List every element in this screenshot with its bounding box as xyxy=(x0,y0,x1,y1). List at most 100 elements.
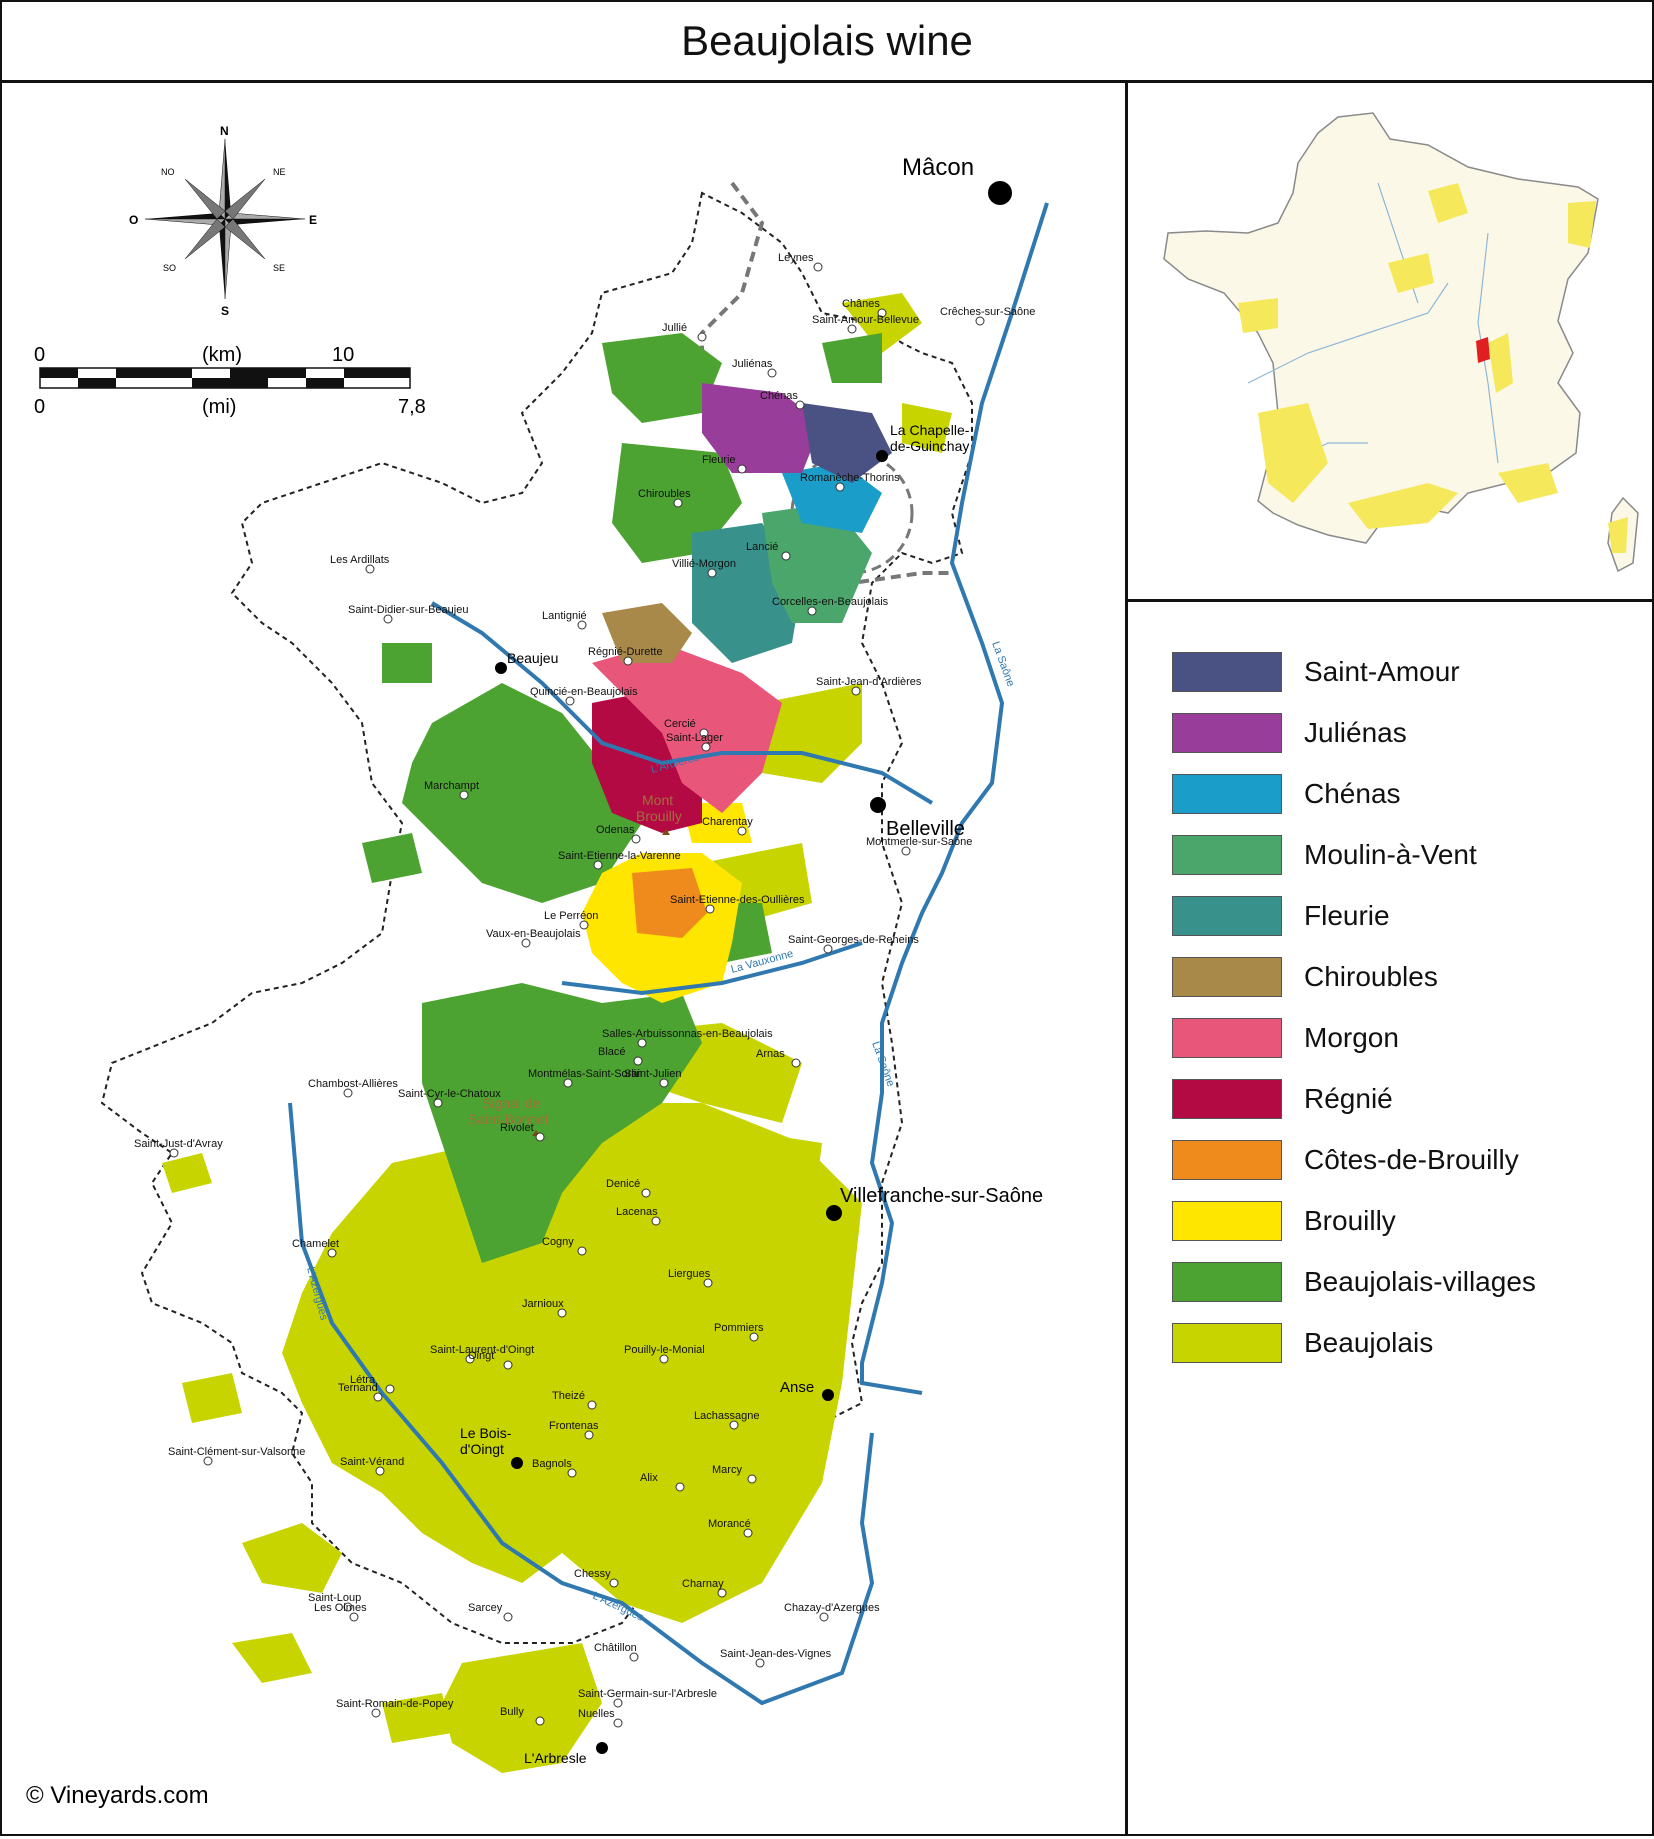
village[interactable]: Saint-Lager xyxy=(666,732,723,752)
village[interactable]: Odenas xyxy=(596,824,641,844)
legend-swatch xyxy=(1172,1201,1282,1241)
village[interactable]: Lantignié xyxy=(542,610,587,630)
village[interactable]: Jullié xyxy=(662,322,707,342)
village[interactable]: Pommiers xyxy=(714,1322,764,1342)
village[interactable]: Denicé xyxy=(606,1178,651,1198)
village[interactable]: Lancié xyxy=(746,541,791,561)
village[interactable]: Les Ardillats xyxy=(330,554,390,574)
village[interactable]: Saint-Romain-de-Popey xyxy=(336,1698,454,1718)
village[interactable]: Saint-Loup xyxy=(308,1592,361,1612)
village[interactable]: Bagnols xyxy=(532,1458,577,1478)
village[interactable]: Chénas xyxy=(760,390,805,410)
village[interactable]: Corcelles-en-Beaujolais xyxy=(772,596,889,616)
village[interactable]: Montmerle-sur-Saône xyxy=(866,836,972,856)
village[interactable]: Régnié-Durette xyxy=(588,646,663,666)
peak-mont-brouilly[interactable]: Mont Brouilly xyxy=(636,792,682,835)
village-label: Saint-Loup xyxy=(308,1592,361,1604)
village[interactable]: Saint-Etienne-des-Oullières xyxy=(670,894,805,914)
village-marker xyxy=(637,1038,647,1048)
village-label: Corcelles-en-Beaujolais xyxy=(772,596,889,608)
village[interactable]: Quincié-en-Beaujolais xyxy=(530,686,638,706)
main-map-panel[interactable]: La Saône La Saône L'Ardières La Vauxonne… xyxy=(2,83,1128,1834)
village[interactable]: Oingt xyxy=(468,1350,513,1370)
village-marker xyxy=(813,262,823,272)
village[interactable]: Marchampt xyxy=(424,780,479,800)
legend-item: Fleurie xyxy=(1172,894,1390,938)
village[interactable]: Arnas xyxy=(756,1048,801,1068)
village[interactable]: Alix xyxy=(640,1472,685,1492)
village[interactable]: Charentay xyxy=(702,816,753,836)
town-anse[interactable]: Anse xyxy=(780,1379,834,1401)
village[interactable]: Létra xyxy=(350,1374,395,1394)
village-marker xyxy=(373,1392,383,1402)
peak-signal-saint-bonnet[interactable]: Signal de Saint-Bonnet xyxy=(468,1095,549,1136)
village[interactable]: Saint-Jean-des-Vignes xyxy=(720,1648,832,1668)
village[interactable]: Theizé xyxy=(552,1390,597,1410)
village[interactable]: Chessy xyxy=(574,1568,619,1588)
village[interactable]: Pouilly-le-Monial xyxy=(624,1344,705,1364)
village[interactable]: Lacenas xyxy=(616,1206,661,1226)
village[interactable]: Jarnioux xyxy=(522,1298,567,1318)
peak-marker xyxy=(662,829,670,835)
village[interactable]: Saint-Georges-de-Reneins xyxy=(788,934,919,954)
town-le-bois-doingt[interactable]: Le Bois- d'Oingt xyxy=(460,1425,523,1469)
village[interactable]: Saint-Clément-sur-Valsonne xyxy=(168,1446,305,1466)
village[interactable]: Lachassagne xyxy=(694,1410,759,1430)
village[interactable]: Chazay-d'Azergues xyxy=(784,1602,880,1622)
village[interactable]: Chiroubles xyxy=(638,488,691,508)
village[interactable]: Chambost-Allières xyxy=(308,1078,398,1098)
village[interactable]: Ternand xyxy=(338,1382,383,1402)
village[interactable]: Les Olmes xyxy=(314,1602,367,1622)
village-label: Saint-Romain-de-Popey xyxy=(336,1698,454,1710)
village[interactable]: Saint-Amour-Bellevue xyxy=(812,314,919,334)
village-label: Chazay-d'Azergues xyxy=(784,1602,880,1614)
village[interactable]: Nuelles xyxy=(578,1708,623,1728)
village[interactable]: Frontenas xyxy=(549,1420,599,1440)
village[interactable]: Bully xyxy=(500,1706,545,1726)
village[interactable]: Leynes xyxy=(778,252,823,272)
compass-o: O xyxy=(129,213,138,227)
town-beaujeu[interactable]: Beaujeu xyxy=(495,650,558,674)
village[interactable]: Juliénas xyxy=(732,358,777,378)
village[interactable]: Cogny xyxy=(542,1236,587,1256)
village[interactable]: Blacé xyxy=(598,1046,643,1066)
village[interactable]: Sarcey xyxy=(468,1602,513,1622)
village[interactable]: Saint-Laurent-d'Oingt xyxy=(430,1344,534,1364)
main-map[interactable]: La Saône La Saône L'Ardières La Vauxonne… xyxy=(2,83,1125,1834)
village-label: Rivolet xyxy=(500,1122,534,1134)
village[interactable]: Charnay xyxy=(682,1578,727,1598)
village[interactable]: Vaux-en-Beaujolais xyxy=(486,928,581,948)
village-label: Bagnols xyxy=(532,1458,572,1470)
village[interactable]: Saint-Jean-d'Ardières xyxy=(816,676,922,696)
village[interactable]: Chamelet xyxy=(292,1238,339,1258)
village[interactable]: Saint-Just-d'Avray xyxy=(134,1138,223,1158)
village[interactable]: Marcy xyxy=(712,1464,757,1484)
village[interactable]: Saint-Etienne-la-Varenne xyxy=(558,850,681,870)
village[interactable]: Saint-Cyr-le-Chatoux xyxy=(398,1088,501,1108)
village[interactable]: Saint-Vérand xyxy=(340,1456,404,1476)
village[interactable]: Saint-Didier-sur-Beaujeu xyxy=(348,604,468,624)
village[interactable]: Châtillon xyxy=(594,1642,639,1662)
beaujolais-marker xyxy=(1476,337,1490,363)
village[interactable]: Morancé xyxy=(708,1518,753,1538)
village[interactable]: Chânes xyxy=(842,298,887,318)
town-chapelle-de-guinchay[interactable]: La Chapelle- de-Guinchay xyxy=(876,422,970,462)
village[interactable]: Crêches-sur-Saône xyxy=(940,306,1035,326)
village[interactable]: Le Perréon xyxy=(544,910,598,930)
town-marker xyxy=(596,1742,608,1754)
town-belleville[interactable]: Belleville xyxy=(870,797,965,840)
village[interactable]: Saint-Germain-sur-l'Arbresle xyxy=(578,1688,717,1708)
village[interactable]: Montmélas-Saint-Sorlin xyxy=(528,1068,642,1088)
village[interactable]: Salles-Arbuissonnas-en-Beaujolais xyxy=(602,1028,773,1048)
town-macon[interactable]: Mâcon xyxy=(902,154,1012,205)
village[interactable]: Cercié xyxy=(664,718,709,738)
village-marker xyxy=(737,826,747,836)
village[interactable]: Villié-Morgon xyxy=(672,558,736,578)
village[interactable]: Liergues xyxy=(668,1268,713,1288)
village[interactable]: Rivolet xyxy=(500,1122,545,1142)
village[interactable]: Saint-Julien xyxy=(624,1068,681,1088)
village[interactable]: Romanèche-Thorins xyxy=(800,472,900,492)
town-larbresle[interactable]: L'Arbresle xyxy=(524,1742,608,1766)
town-villefranche[interactable]: Villefranche-sur-Saône xyxy=(826,1185,1043,1221)
village[interactable]: Fleurie xyxy=(702,454,747,474)
